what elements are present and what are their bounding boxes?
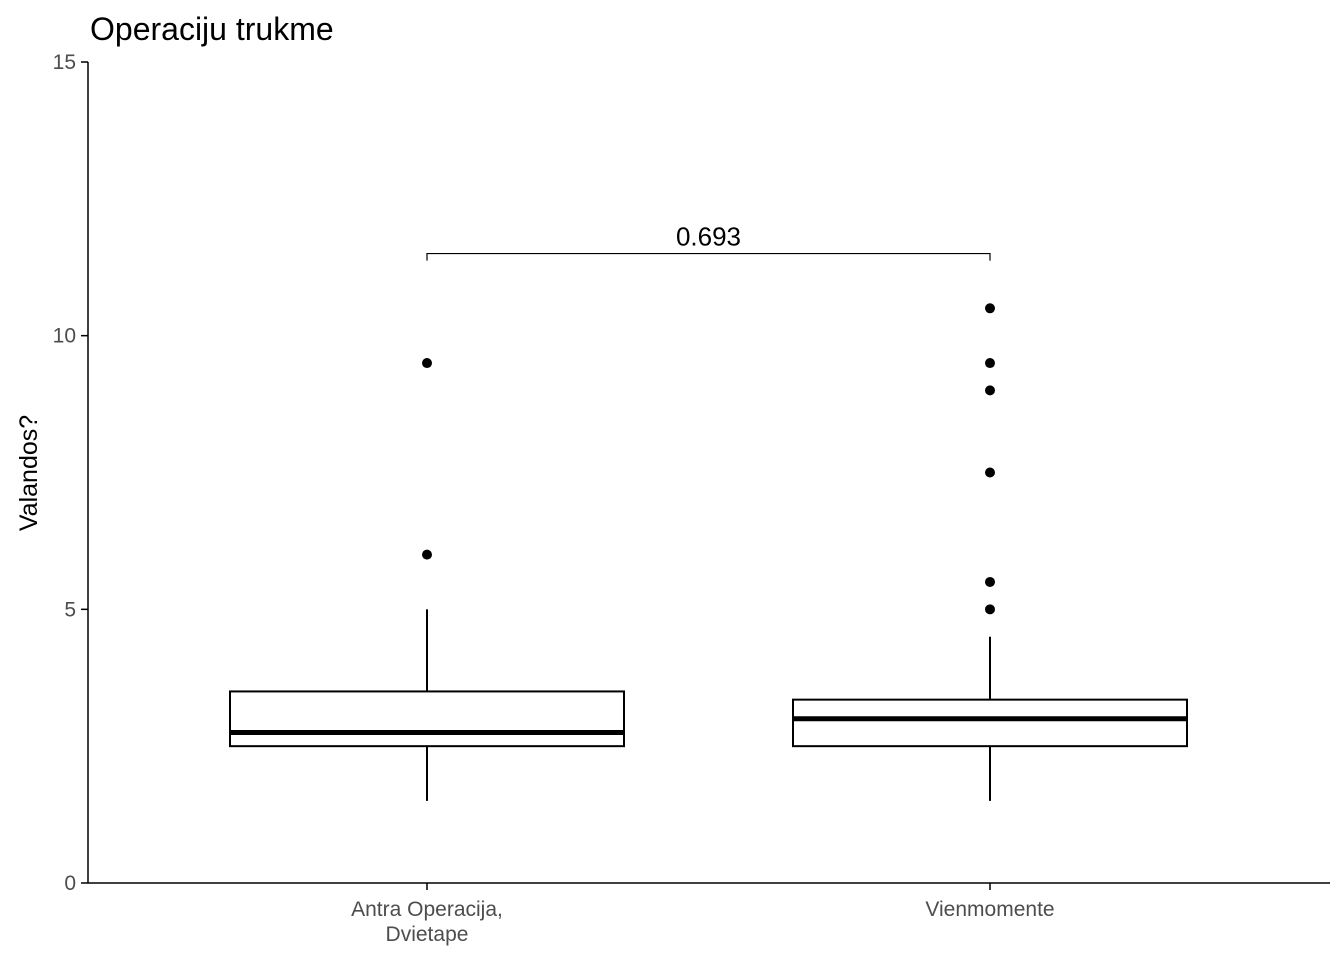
chart-title: Operaciju trukme [90, 11, 334, 47]
outlier-point [985, 385, 995, 396]
plot-marks: 0.693 [229, 222, 1188, 801]
outlier-point [422, 358, 432, 369]
y-tick-label: 0 [64, 872, 76, 895]
box-group [792, 303, 1188, 801]
x-tick-label: Vienmomente [925, 898, 1054, 921]
box [229, 690, 625, 748]
comparison-bracket [426, 252, 991, 261]
box [792, 698, 1188, 748]
outlier-point [985, 604, 995, 615]
outlier-point [985, 576, 995, 587]
axes: 0 5 10 15 Antra Operacija, Dvietape Vienmoment… [53, 51, 1330, 946]
y-tick-label: 10 [53, 325, 76, 348]
x-tick-label-line: Vienmomente [925, 898, 1054, 921]
box-group [229, 358, 625, 801]
y-tick-label: 15 [53, 51, 76, 74]
outlier-point [422, 549, 432, 560]
y-axis-title: Valandos? [15, 415, 43, 531]
p-value-label: 0.693 [676, 222, 741, 252]
outlier-point [985, 358, 995, 369]
outlier-point [985, 303, 995, 314]
x-tick-label: Antra Operacija, Dvietape [351, 898, 503, 946]
x-tick-label-line: Antra Operacija, [351, 898, 503, 921]
x-tick-label-line: Dvietape [386, 923, 469, 946]
y-tick-label: 5 [64, 598, 76, 621]
outlier-point [985, 467, 995, 478]
